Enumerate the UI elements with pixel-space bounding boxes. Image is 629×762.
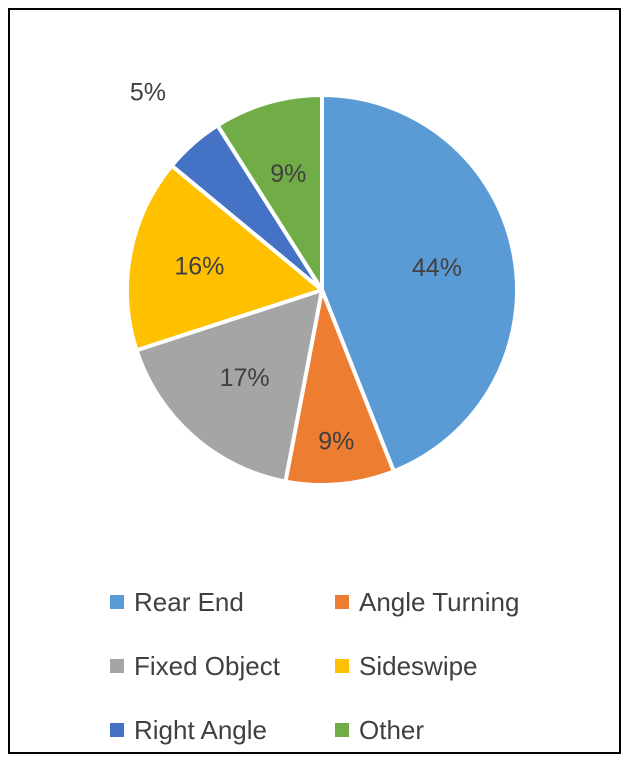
legend-entry-right-angle: Right Angle: [110, 715, 335, 746]
legend-row: Rear End Angle Turning: [110, 570, 590, 634]
pie-slice-fixed-object: [134, 288, 324, 484]
legend-entry-rear-end: Rear End: [110, 587, 335, 618]
legend-row: Right Angle Other: [110, 698, 590, 762]
pie-chart: 44% 9% 17% 16% 5% 9%: [125, 79, 519, 487]
legend-swatch-rear-end: [110, 595, 124, 609]
legend-swatch-fixed-object: [110, 659, 124, 673]
data-label-angle-turning: 9%: [318, 427, 354, 455]
legend-swatch-angle-turning: [335, 595, 349, 609]
data-label-sideswipe: 16%: [174, 253, 224, 281]
pie-slice-angle-turning: [283, 288, 396, 487]
pie-slice-other: [215, 93, 324, 292]
legend-entry-fixed-object: Fixed Object: [110, 651, 335, 682]
legend-label-sideswipe: Sideswipe: [359, 650, 478, 681]
chart-frame: 44% 9% 17% 16% 5% 9% Rear End Angle Turning F…: [8, 8, 621, 754]
legend-swatch-right-angle: [110, 723, 124, 737]
legend-swatch-sideswipe: [335, 659, 349, 673]
legend-label-right-angle: Right Angle: [134, 714, 267, 745]
legend-swatch-other: [335, 723, 349, 737]
data-label-fixed-object: 17%: [220, 364, 270, 392]
legend-row: Fixed Object Sideswipe: [110, 634, 590, 698]
data-label-rear-end: 44%: [412, 254, 462, 282]
pie-slice-rear-end: [320, 93, 519, 474]
legend-label-other: Other: [359, 714, 425, 745]
legend-label-angle-turning: Angle Turning: [359, 586, 520, 617]
pie-slice-sideswipe: [125, 163, 324, 353]
legend-entry-other: Other: [335, 715, 424, 746]
legend-label-rear-end: Rear End: [134, 586, 244, 617]
legend: Rear End Angle Turning Fixed Object Side…: [110, 570, 590, 762]
data-label-other: 9%: [270, 160, 306, 188]
data-label-right-angle: 5%: [130, 79, 166, 107]
legend-entry-angle-turning: Angle Turning: [335, 587, 519, 618]
legend-entry-sideswipe: Sideswipe: [335, 651, 478, 682]
legend-label-fixed-object: Fixed Object: [134, 650, 280, 681]
